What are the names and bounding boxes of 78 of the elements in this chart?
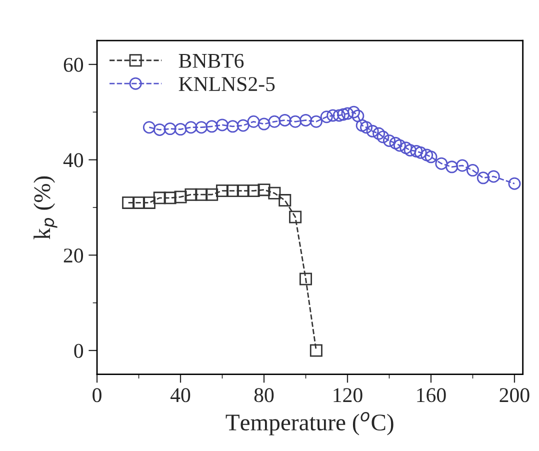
point: [341, 107, 354, 120]
point: [389, 136, 402, 150]
point: [352, 110, 364, 122]
point: [174, 123, 187, 136]
point: [456, 159, 469, 172]
point: [414, 146, 427, 159]
x-tick-label: 120: [334, 388, 362, 402]
point: [372, 127, 386, 140]
x-tick-label: 200: [500, 388, 530, 402]
legend-label: KNLNS2-5: [178, 77, 275, 92]
point: [289, 115, 302, 128]
point: [268, 115, 281, 128]
point: [278, 114, 292, 126]
point: [236, 119, 250, 132]
point: [487, 170, 500, 183]
y-tick-label: 20: [64, 248, 84, 263]
point: [410, 144, 423, 158]
point: [300, 272, 312, 286]
point: [184, 121, 198, 134]
point: [142, 121, 156, 134]
point: [446, 160, 458, 174]
point: [122, 196, 135, 209]
point: [184, 188, 198, 201]
point: [366, 124, 379, 138]
point: [278, 194, 292, 207]
point: [382, 134, 396, 147]
point: [424, 150, 438, 164]
point: [164, 122, 176, 136]
point: [226, 184, 239, 198]
point: [466, 164, 479, 177]
point: [174, 190, 187, 204]
point: [216, 184, 229, 198]
point: [310, 115, 322, 128]
point: [300, 114, 312, 126]
x-tick-label: 160: [417, 388, 446, 402]
point: [337, 108, 350, 121]
point: [268, 186, 281, 200]
point: [310, 344, 322, 357]
point: [326, 109, 340, 122]
y-axis-title: k$_{p}$ (%): [34, 176, 58, 240]
point: [216, 118, 229, 132]
x-tick-label: 40: [170, 388, 190, 402]
point: [195, 121, 208, 134]
point: [356, 119, 368, 132]
point: [258, 118, 270, 130]
point: [247, 184, 260, 198]
x-axis-title: Temperature ($^{o}$C): [226, 412, 394, 436]
point: [164, 192, 176, 204]
point: [320, 110, 333, 124]
x-tick-label: 0: [92, 388, 102, 402]
point: [258, 184, 270, 196]
point: [206, 188, 218, 201]
legend-label: BNBT6: [178, 54, 244, 68]
point: [393, 139, 406, 152]
point: [153, 192, 166, 204]
point: [420, 148, 434, 162]
y-tick-label: 60: [64, 58, 84, 72]
y-tick-label: 40: [63, 153, 84, 168]
point: [236, 184, 250, 198]
x-tick-label: 80: [254, 388, 274, 402]
point: [435, 157, 448, 170]
point: [142, 196, 156, 209]
point: [332, 109, 346, 122]
point: [400, 142, 412, 154]
point: [348, 106, 360, 118]
point: [508, 177, 521, 190]
y-tick-label: 0: [74, 344, 84, 358]
point: [226, 120, 239, 133]
point: [360, 121, 373, 134]
point: [476, 172, 490, 184]
point: [195, 188, 208, 201]
point: [404, 144, 416, 156]
point: [376, 130, 390, 144]
point: [153, 123, 166, 136]
point: [206, 120, 218, 133]
point: [132, 196, 146, 209]
point: [247, 115, 260, 128]
point: [289, 210, 302, 224]
